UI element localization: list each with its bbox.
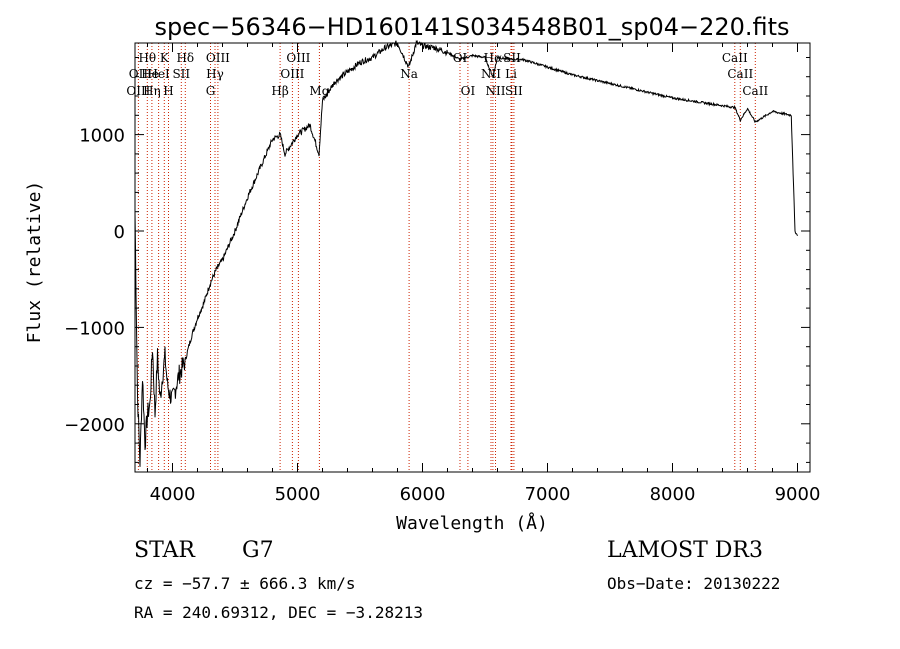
line-markers — [137, 43, 756, 472]
annotation-label: SII — [503, 51, 521, 65]
x-tick-label: 4000 — [150, 484, 196, 505]
annotation-label: G — [206, 84, 216, 98]
annotation-label: H — [163, 84, 173, 98]
series-group — [134, 39, 798, 467]
axes — [134, 42, 811, 473]
y-tick-label: 1000 — [79, 126, 125, 147]
annotation-label: He — [141, 67, 159, 81]
annotation-label: Mg — [309, 84, 329, 98]
annotation-label: Hγ — [206, 67, 224, 81]
x-tick-label: 7000 — [525, 484, 571, 505]
annotation-label: OI — [453, 51, 468, 65]
annotation-label: OI — [461, 84, 476, 98]
annotation-label: OIII — [280, 67, 304, 81]
y-tick-label: 0 — [114, 222, 125, 243]
annotation-label: SII — [172, 67, 190, 81]
line-annotations: Hθ OII OIII He Hη K HeI H Hδ SII OIII Hγ G Hβ OIII OIII… — [126, 51, 768, 98]
annotation-label: OIII — [286, 51, 310, 65]
annotation-label: OIII — [126, 84, 150, 98]
annotation-label: Hθ — [138, 51, 156, 65]
object-class: STAR — [134, 538, 195, 563]
annotation-label: CaII — [727, 67, 753, 81]
annotation-label: K — [160, 51, 170, 65]
y-tick-label: −1000 — [64, 318, 125, 339]
x-tick-label: 9000 — [775, 484, 821, 505]
x-axis-ticks: 4000 5000 6000 7000 8000 9000 — [147, 43, 821, 505]
annotation-label: CaII — [742, 84, 768, 98]
annotation-label: Hδ — [176, 51, 194, 65]
x-axis-label: Wavelength (Å) — [396, 512, 548, 534]
annotation-label: Hα — [484, 51, 503, 65]
y-tick-label: −2000 — [64, 415, 125, 436]
y-axis-ticks: −2000 −1000 0 1000 — [64, 57, 810, 463]
annotation-label: Na — [400, 67, 418, 81]
annotation-label: Hβ — [271, 84, 288, 98]
annotation-label: OII — [129, 67, 149, 81]
object-subclass: G7 — [242, 538, 274, 563]
coordinates: RA = 240.69312, DEC = −3.28213 — [134, 603, 423, 622]
chart-title: spec−56346−HD160141S034548B01_sp04−220.f… — [154, 13, 789, 41]
obs-date: Obs−Date: 20130222 — [607, 574, 781, 593]
annotation-label: OIII — [206, 51, 230, 65]
survey-label: LAMOST DR3 — [607, 538, 763, 563]
x-tick-label: 8000 — [650, 484, 696, 505]
annotation-label: Hη — [143, 84, 161, 98]
annotation-label: NII — [486, 84, 506, 98]
y-axis-label: Flux (relative) — [24, 181, 45, 344]
x-tick-label: 6000 — [400, 484, 446, 505]
plot-frame — [134, 42, 811, 473]
annotation-label: CaII — [722, 51, 748, 65]
series-line-spectrum — [134, 39, 798, 467]
annotation-label: Li — [505, 67, 517, 81]
annotation-label: SII — [505, 84, 523, 98]
annotation-label: HeI — [147, 67, 170, 81]
redshift-cz: cz = −57.7 ± 666.3 km/s — [134, 574, 356, 593]
x-tick-label: 5000 — [275, 484, 321, 505]
